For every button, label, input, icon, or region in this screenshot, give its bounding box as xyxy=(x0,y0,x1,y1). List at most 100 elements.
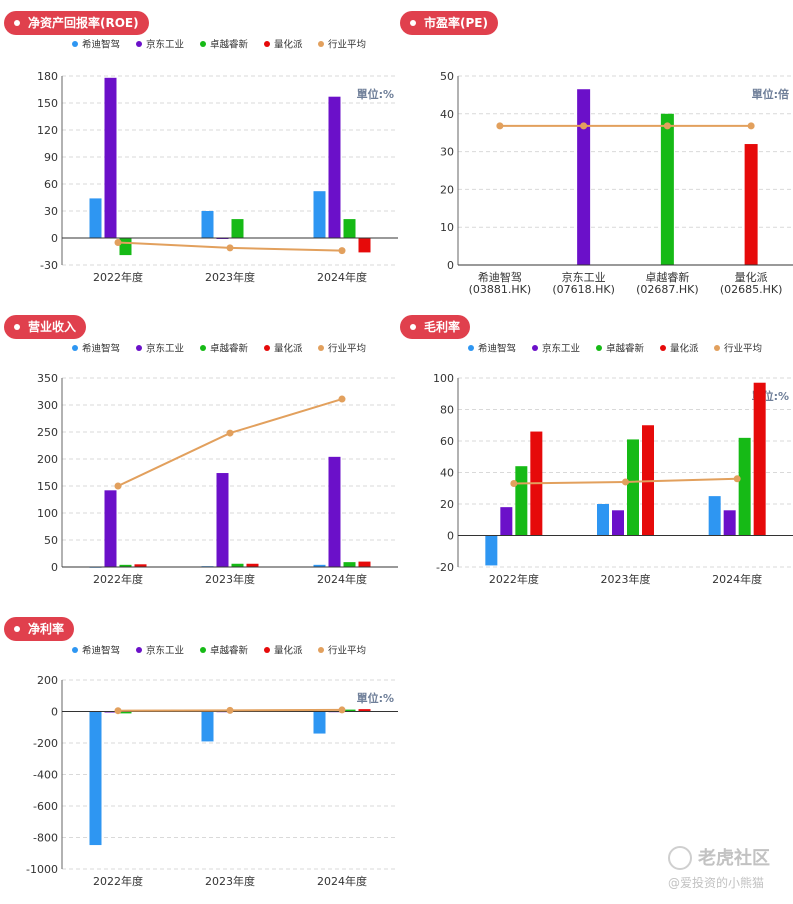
legend-item-0[interactable]: 希迪智驾 xyxy=(468,343,516,355)
industry-average-point xyxy=(226,706,234,714)
legend-item-2[interactable]: 卓越睿新 xyxy=(200,343,249,355)
y-tick-label: 150 xyxy=(37,97,58,110)
industry-average-point xyxy=(114,482,122,490)
legend-item-1[interactable]: 京东工业 xyxy=(136,39,184,51)
bar xyxy=(201,711,214,742)
legend-item-0[interactable]: 希迪智驾 xyxy=(72,39,120,51)
chart-title-text: 市盈率(PE) xyxy=(424,16,488,30)
chart-panel-netmargin: 希迪智驾 京东工业 卓越睿新 量化派 行业平均 -1000 -800 -600 -400 -200… xyxy=(0,614,400,904)
y-tick-label: 80 xyxy=(440,404,454,417)
x-tick-label: 2022年度 xyxy=(489,572,539,586)
legend-label: 希迪智驾 xyxy=(82,343,120,355)
y-tick-label: 100 xyxy=(433,372,454,385)
legend-item-4[interactable]: 行业平均 xyxy=(318,645,366,657)
x-tick-label: 2023年度 xyxy=(205,874,255,888)
legend-item-0[interactable]: 希迪智驾 xyxy=(72,645,120,657)
chart-svg-revenue: 希迪智驾 京东工业 卓越睿新 量化派 行业平均 0 50 100 150 200 250 300 350… xyxy=(37,343,398,586)
legend-marker-icon xyxy=(200,41,206,47)
legend-label: 希迪智驾 xyxy=(82,645,120,657)
legend-label: 量化派 xyxy=(670,343,699,355)
legend-item-4[interactable]: 行业平均 xyxy=(714,343,762,355)
legend-marker-icon xyxy=(200,647,206,653)
y-tick-label: -200 xyxy=(33,737,58,750)
legend-label: 行业平均 xyxy=(724,343,762,355)
legend-item-2[interactable]: 卓越睿新 xyxy=(596,343,645,355)
chart-title-text: 毛利率 xyxy=(424,320,461,334)
y-tick-label: 50 xyxy=(440,70,454,83)
x-tick-label: 2022年度 xyxy=(93,270,143,284)
legend-marker-icon xyxy=(532,345,538,351)
chart-panel-roe: 希迪智驾 京东工业 卓越睿新 量化派 行业平均 -30 0 30 60 90 120 150 180 單位… xyxy=(0,8,400,298)
bar xyxy=(104,77,117,238)
bar xyxy=(753,382,766,536)
legend-label: 量化派 xyxy=(274,39,303,51)
legend-item-3[interactable]: 量化派 xyxy=(264,39,303,51)
bar xyxy=(119,238,132,256)
legend-item-1[interactable]: 京东工业 xyxy=(532,343,580,355)
bar xyxy=(612,510,624,536)
industry-average-point xyxy=(580,122,588,130)
x-tick-label: 量化派 xyxy=(735,270,768,284)
legend-marker-icon xyxy=(136,647,142,653)
bar xyxy=(627,439,639,536)
industry-average-point xyxy=(496,122,504,130)
legend-item-2[interactable]: 卓越睿新 xyxy=(200,645,249,657)
bar xyxy=(343,709,356,712)
x-tick-label: 2022年度 xyxy=(93,874,143,888)
legend-item-2[interactable]: 卓越睿新 xyxy=(200,39,249,51)
x-tick-label: 2023年度 xyxy=(205,270,255,284)
x-tick-label: 京东工业 xyxy=(562,270,606,284)
industry-average-point xyxy=(622,478,629,486)
bar xyxy=(134,564,147,567)
bar xyxy=(328,456,341,567)
chart-title-revenue: 营业收入 xyxy=(4,315,87,339)
chart-title-netmargin: 净利率 xyxy=(4,617,75,641)
x-tick-label: 2024年度 xyxy=(317,270,367,284)
legend-marker-icon xyxy=(468,345,474,351)
y-tick-label: -1000 xyxy=(26,863,58,876)
bar xyxy=(597,504,609,536)
y-tick-label: 200 xyxy=(37,674,58,687)
legend-item-4[interactable]: 行业平均 xyxy=(318,343,366,355)
y-tick-label: 30 xyxy=(440,146,454,159)
legend-item-3[interactable]: 量化派 xyxy=(264,343,303,355)
legend-item-1[interactable]: 京东工业 xyxy=(136,343,184,355)
chart-svg-roe: 希迪智驾 京东工业 卓越睿新 量化派 行业平均 -30 0 30 60 90 120 150 180 單位… xyxy=(37,39,398,284)
y-tick-label: -800 xyxy=(33,832,58,845)
legend-marker-icon xyxy=(136,345,142,351)
x-tick-label: (03881.HK) xyxy=(469,283,532,296)
legend-item-0[interactable]: 希迪智驾 xyxy=(72,343,120,355)
legend-label: 行业平均 xyxy=(328,343,366,355)
x-tick-label: 希迪智驾 xyxy=(478,270,522,284)
legend-item-4[interactable]: 行业平均 xyxy=(318,39,366,51)
y-tick-label: 100 xyxy=(37,507,58,520)
unit-label: 單位:倍 xyxy=(752,87,789,101)
chart-panel-pe: 0 10 20 30 40 50 單位:倍 希迪智驾 (03881.HK) 京东工业 (07618.… xyxy=(396,8,793,298)
legend-marker-icon xyxy=(264,345,270,351)
bar xyxy=(358,561,371,567)
industry-average-point xyxy=(338,247,346,255)
legend-marker-icon xyxy=(72,647,78,653)
legend-label: 京东工业 xyxy=(146,343,184,355)
x-tick-label: 2024年度 xyxy=(712,572,762,586)
title-dot-icon xyxy=(410,20,416,26)
x-tick-label: 2023年度 xyxy=(601,572,651,586)
legend-item-1[interactable]: 京东工业 xyxy=(136,645,184,657)
legend-label: 希迪智驾 xyxy=(478,343,516,355)
legend-marker-icon xyxy=(318,345,324,351)
legend-marker-icon xyxy=(318,647,324,653)
y-tick-label: 10 xyxy=(440,221,454,234)
industry-average-point xyxy=(747,122,755,130)
y-tick-label: -600 xyxy=(33,800,58,813)
bar xyxy=(89,711,102,846)
bar xyxy=(313,191,326,238)
bar xyxy=(313,564,326,567)
legend-item-3[interactable]: 量化派 xyxy=(660,343,699,355)
legend-label: 量化派 xyxy=(274,645,303,657)
legend-marker-icon xyxy=(660,345,666,351)
legend-label: 京东工业 xyxy=(146,645,184,657)
bar xyxy=(119,564,132,567)
legend-label: 量化派 xyxy=(274,343,303,355)
legend-item-3[interactable]: 量化派 xyxy=(264,645,303,657)
